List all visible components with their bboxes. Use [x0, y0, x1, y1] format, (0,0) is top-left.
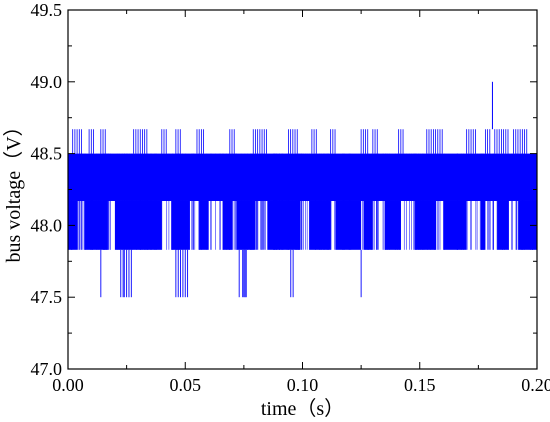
x-tick-label: 0.05 — [170, 375, 202, 395]
x-axis-title: time（s） — [261, 397, 344, 420]
y-tick-label: 47.0 — [31, 359, 63, 379]
series-lower-segment — [497, 200, 509, 250]
y-tick-label: 48.5 — [31, 144, 63, 164]
series-lower-segment — [384, 200, 401, 250]
x-tick-label: 0.15 — [404, 375, 436, 395]
series-dense-band — [68, 153, 537, 201]
axis-ticks — [67, 9, 538, 370]
series-lower-segment — [267, 200, 301, 250]
y-tick-label: 49.5 — [31, 0, 63, 20]
y-axis-title: bus voltage（V） — [2, 116, 25, 262]
series-lower-segment — [480, 200, 486, 250]
x-tick-label: 0.00 — [52, 375, 84, 395]
series-lower-segment — [335, 200, 362, 250]
series-lower-segment — [222, 200, 233, 250]
series-lower-segment — [199, 200, 209, 250]
series-lower-segment — [171, 200, 190, 250]
y-tick-label: 48.0 — [31, 215, 63, 235]
series-lower-segment — [443, 200, 467, 250]
y-tick-label: 49.0 — [31, 72, 63, 92]
x-tick-label: 0.10 — [287, 375, 319, 395]
y-tick-label: 47.5 — [31, 287, 63, 307]
x-tick-label: 0.20 — [521, 375, 550, 395]
voltage-series-line — [68, 81, 537, 298]
axis-tick-labels: 0.00 0.05 0.10 0.15 0.20 47.0 47.5 48.0 48.5 49.0… — [31, 0, 550, 395]
